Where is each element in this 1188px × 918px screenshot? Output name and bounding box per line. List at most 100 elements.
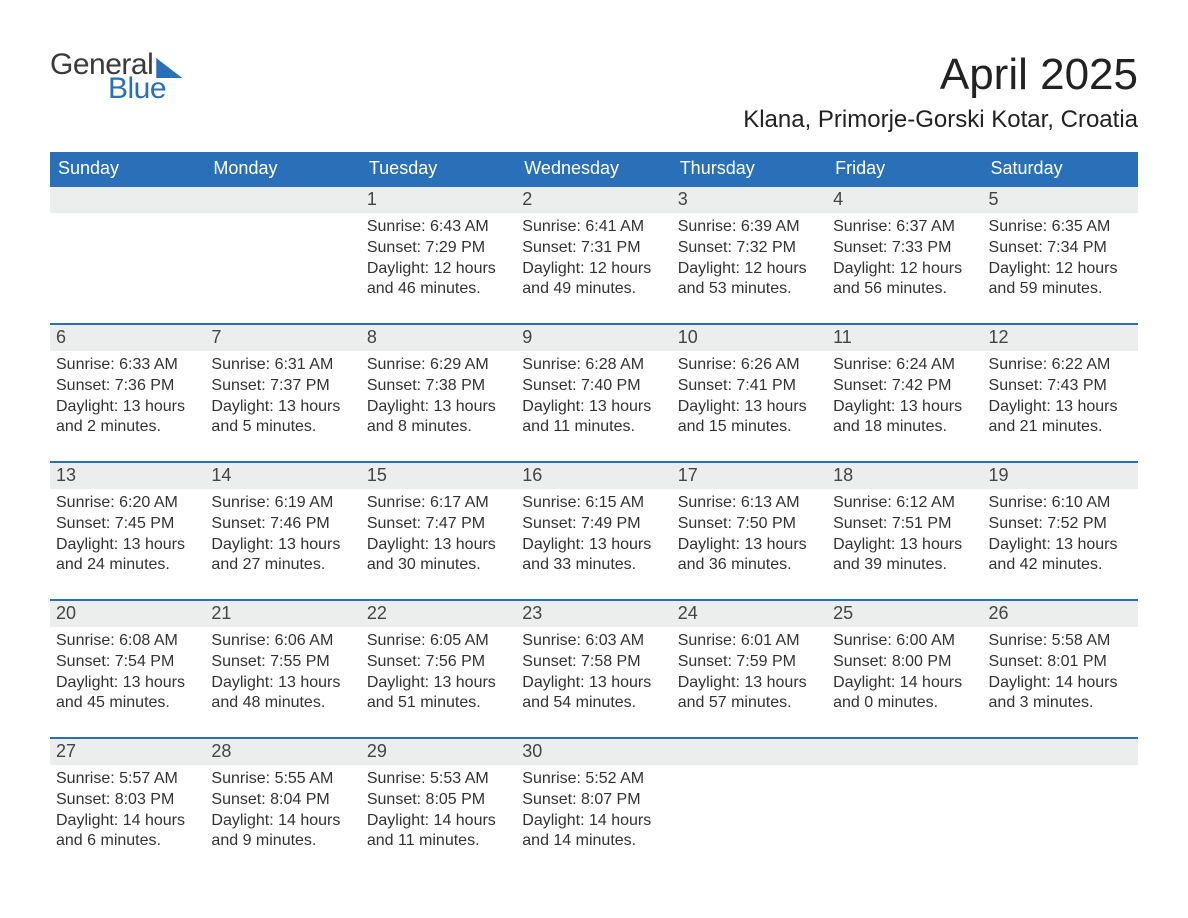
daylight1-text: Daylight: 13 hours [522, 673, 665, 694]
day-number: 4 [827, 187, 982, 213]
day-body: Sunrise: 6:13 AMSunset: 7:50 PMDaylight:… [672, 489, 827, 584]
day-number: 28 [205, 739, 360, 765]
day-number: 22 [361, 601, 516, 627]
day-body: Sunrise: 6:41 AMSunset: 7:31 PMDaylight:… [516, 213, 671, 308]
daylight1-text: Daylight: 13 hours [211, 673, 354, 694]
day-body: Sunrise: 5:55 AMSunset: 8:04 PMDaylight:… [205, 765, 360, 860]
sunset-text: Sunset: 8:07 PM [522, 790, 665, 811]
daylight1-text: Daylight: 13 hours [522, 397, 665, 418]
sunrise-text: Sunrise: 5:53 AM [367, 769, 510, 790]
sunset-text: Sunset: 7:50 PM [678, 514, 821, 535]
day-cell: 9Sunrise: 6:28 AMSunset: 7:40 PMDaylight… [516, 325, 671, 461]
day-cell [827, 739, 982, 875]
daylight2-text: and 46 minutes. [367, 279, 510, 300]
week-row: 27Sunrise: 5:57 AMSunset: 8:03 PMDayligh… [50, 737, 1138, 875]
day-number: 16 [516, 463, 671, 489]
daylight2-text: and 53 minutes. [678, 279, 821, 300]
day-cell: 30Sunrise: 5:52 AMSunset: 8:07 PMDayligh… [516, 739, 671, 875]
day-number: 1 [361, 187, 516, 213]
day-cell: 6Sunrise: 6:33 AMSunset: 7:36 PMDaylight… [50, 325, 205, 461]
day-cell: 25Sunrise: 6:00 AMSunset: 8:00 PMDayligh… [827, 601, 982, 737]
day-cell: 8Sunrise: 6:29 AMSunset: 7:38 PMDaylight… [361, 325, 516, 461]
day-cell: 29Sunrise: 5:53 AMSunset: 8:05 PMDayligh… [361, 739, 516, 875]
daylight2-text: and 15 minutes. [678, 417, 821, 438]
weeks-container: 1Sunrise: 6:43 AMSunset: 7:29 PMDaylight… [50, 185, 1138, 875]
day-body: Sunrise: 6:08 AMSunset: 7:54 PMDaylight:… [50, 627, 205, 722]
daylight1-text: Daylight: 12 hours [989, 259, 1132, 280]
day-body: Sunrise: 6:12 AMSunset: 7:51 PMDaylight:… [827, 489, 982, 584]
sunrise-text: Sunrise: 6:31 AM [211, 355, 354, 376]
sunrise-text: Sunrise: 6:12 AM [833, 493, 976, 514]
day-number: 14 [205, 463, 360, 489]
weekday-header-row: Sunday Monday Tuesday Wednesday Thursday… [50, 152, 1138, 185]
sunrise-text: Sunrise: 5:52 AM [522, 769, 665, 790]
sunrise-text: Sunrise: 6:43 AM [367, 217, 510, 238]
title-block: April 2025 Klana, Primorje-Gorski Kotar,… [743, 50, 1138, 134]
daylight1-text: Daylight: 13 hours [678, 535, 821, 556]
sunset-text: Sunset: 7:58 PM [522, 652, 665, 673]
daylight2-text: and 36 minutes. [678, 555, 821, 576]
sunset-text: Sunset: 7:52 PM [989, 514, 1132, 535]
daylight2-text: and 56 minutes. [833, 279, 976, 300]
calendar: Sunday Monday Tuesday Wednesday Thursday… [50, 152, 1138, 875]
day-body: Sunrise: 6:24 AMSunset: 7:42 PMDaylight:… [827, 351, 982, 446]
day-number: 19 [983, 463, 1138, 489]
day-body: Sunrise: 6:39 AMSunset: 7:32 PMDaylight:… [672, 213, 827, 308]
weekday-header: Wednesday [516, 152, 671, 185]
day-cell: 1Sunrise: 6:43 AMSunset: 7:29 PMDaylight… [361, 187, 516, 323]
day-number: 11 [827, 325, 982, 351]
daylight2-text: and 59 minutes. [989, 279, 1132, 300]
day-number [983, 739, 1138, 765]
daylight1-text: Daylight: 13 hours [56, 535, 199, 556]
sunrise-text: Sunrise: 6:35 AM [989, 217, 1132, 238]
header: General Blue April 2025 Klana, Primorje-… [50, 50, 1138, 134]
day-cell: 27Sunrise: 5:57 AMSunset: 8:03 PMDayligh… [50, 739, 205, 875]
daylight1-text: Daylight: 13 hours [367, 535, 510, 556]
sunset-text: Sunset: 7:45 PM [56, 514, 199, 535]
day-cell: 22Sunrise: 6:05 AMSunset: 7:56 PMDayligh… [361, 601, 516, 737]
day-number: 13 [50, 463, 205, 489]
day-body: Sunrise: 6:05 AMSunset: 7:56 PMDaylight:… [361, 627, 516, 722]
day-number: 25 [827, 601, 982, 627]
sunset-text: Sunset: 7:59 PM [678, 652, 821, 673]
sunrise-text: Sunrise: 6:00 AM [833, 631, 976, 652]
day-body: Sunrise: 6:03 AMSunset: 7:58 PMDaylight:… [516, 627, 671, 722]
sunrise-text: Sunrise: 6:05 AM [367, 631, 510, 652]
logo-text-blue: Blue [108, 74, 182, 104]
day-number: 21 [205, 601, 360, 627]
sunset-text: Sunset: 7:42 PM [833, 376, 976, 397]
day-body: Sunrise: 6:06 AMSunset: 7:55 PMDaylight:… [205, 627, 360, 722]
day-cell: 17Sunrise: 6:13 AMSunset: 7:50 PMDayligh… [672, 463, 827, 599]
week-row: 20Sunrise: 6:08 AMSunset: 7:54 PMDayligh… [50, 599, 1138, 737]
daylight2-text: and 42 minutes. [989, 555, 1132, 576]
day-cell: 20Sunrise: 6:08 AMSunset: 7:54 PMDayligh… [50, 601, 205, 737]
day-cell [205, 187, 360, 323]
sunset-text: Sunset: 7:41 PM [678, 376, 821, 397]
daylight1-text: Daylight: 13 hours [211, 397, 354, 418]
sunset-text: Sunset: 8:01 PM [989, 652, 1132, 673]
sunrise-text: Sunrise: 6:24 AM [833, 355, 976, 376]
daylight2-text: and 48 minutes. [211, 693, 354, 714]
sunset-text: Sunset: 8:03 PM [56, 790, 199, 811]
daylight1-text: Daylight: 14 hours [367, 811, 510, 832]
daylight2-text: and 9 minutes. [211, 831, 354, 852]
day-number: 17 [672, 463, 827, 489]
daylight1-text: Daylight: 13 hours [522, 535, 665, 556]
sunrise-text: Sunrise: 5:57 AM [56, 769, 199, 790]
day-body: Sunrise: 6:43 AMSunset: 7:29 PMDaylight:… [361, 213, 516, 308]
day-body: Sunrise: 6:29 AMSunset: 7:38 PMDaylight:… [361, 351, 516, 446]
daylight1-text: Daylight: 14 hours [522, 811, 665, 832]
daylight1-text: Daylight: 12 hours [367, 259, 510, 280]
daylight1-text: Daylight: 13 hours [56, 673, 199, 694]
daylight1-text: Daylight: 12 hours [833, 259, 976, 280]
day-number: 9 [516, 325, 671, 351]
day-cell [672, 739, 827, 875]
day-cell: 13Sunrise: 6:20 AMSunset: 7:45 PMDayligh… [50, 463, 205, 599]
sunrise-text: Sunrise: 6:13 AM [678, 493, 821, 514]
day-cell: 26Sunrise: 5:58 AMSunset: 8:01 PMDayligh… [983, 601, 1138, 737]
daylight1-text: Daylight: 13 hours [56, 397, 199, 418]
daylight2-text: and 5 minutes. [211, 417, 354, 438]
day-body: Sunrise: 5:57 AMSunset: 8:03 PMDaylight:… [50, 765, 205, 860]
day-body: Sunrise: 5:52 AMSunset: 8:07 PMDaylight:… [516, 765, 671, 860]
day-body: Sunrise: 6:26 AMSunset: 7:41 PMDaylight:… [672, 351, 827, 446]
